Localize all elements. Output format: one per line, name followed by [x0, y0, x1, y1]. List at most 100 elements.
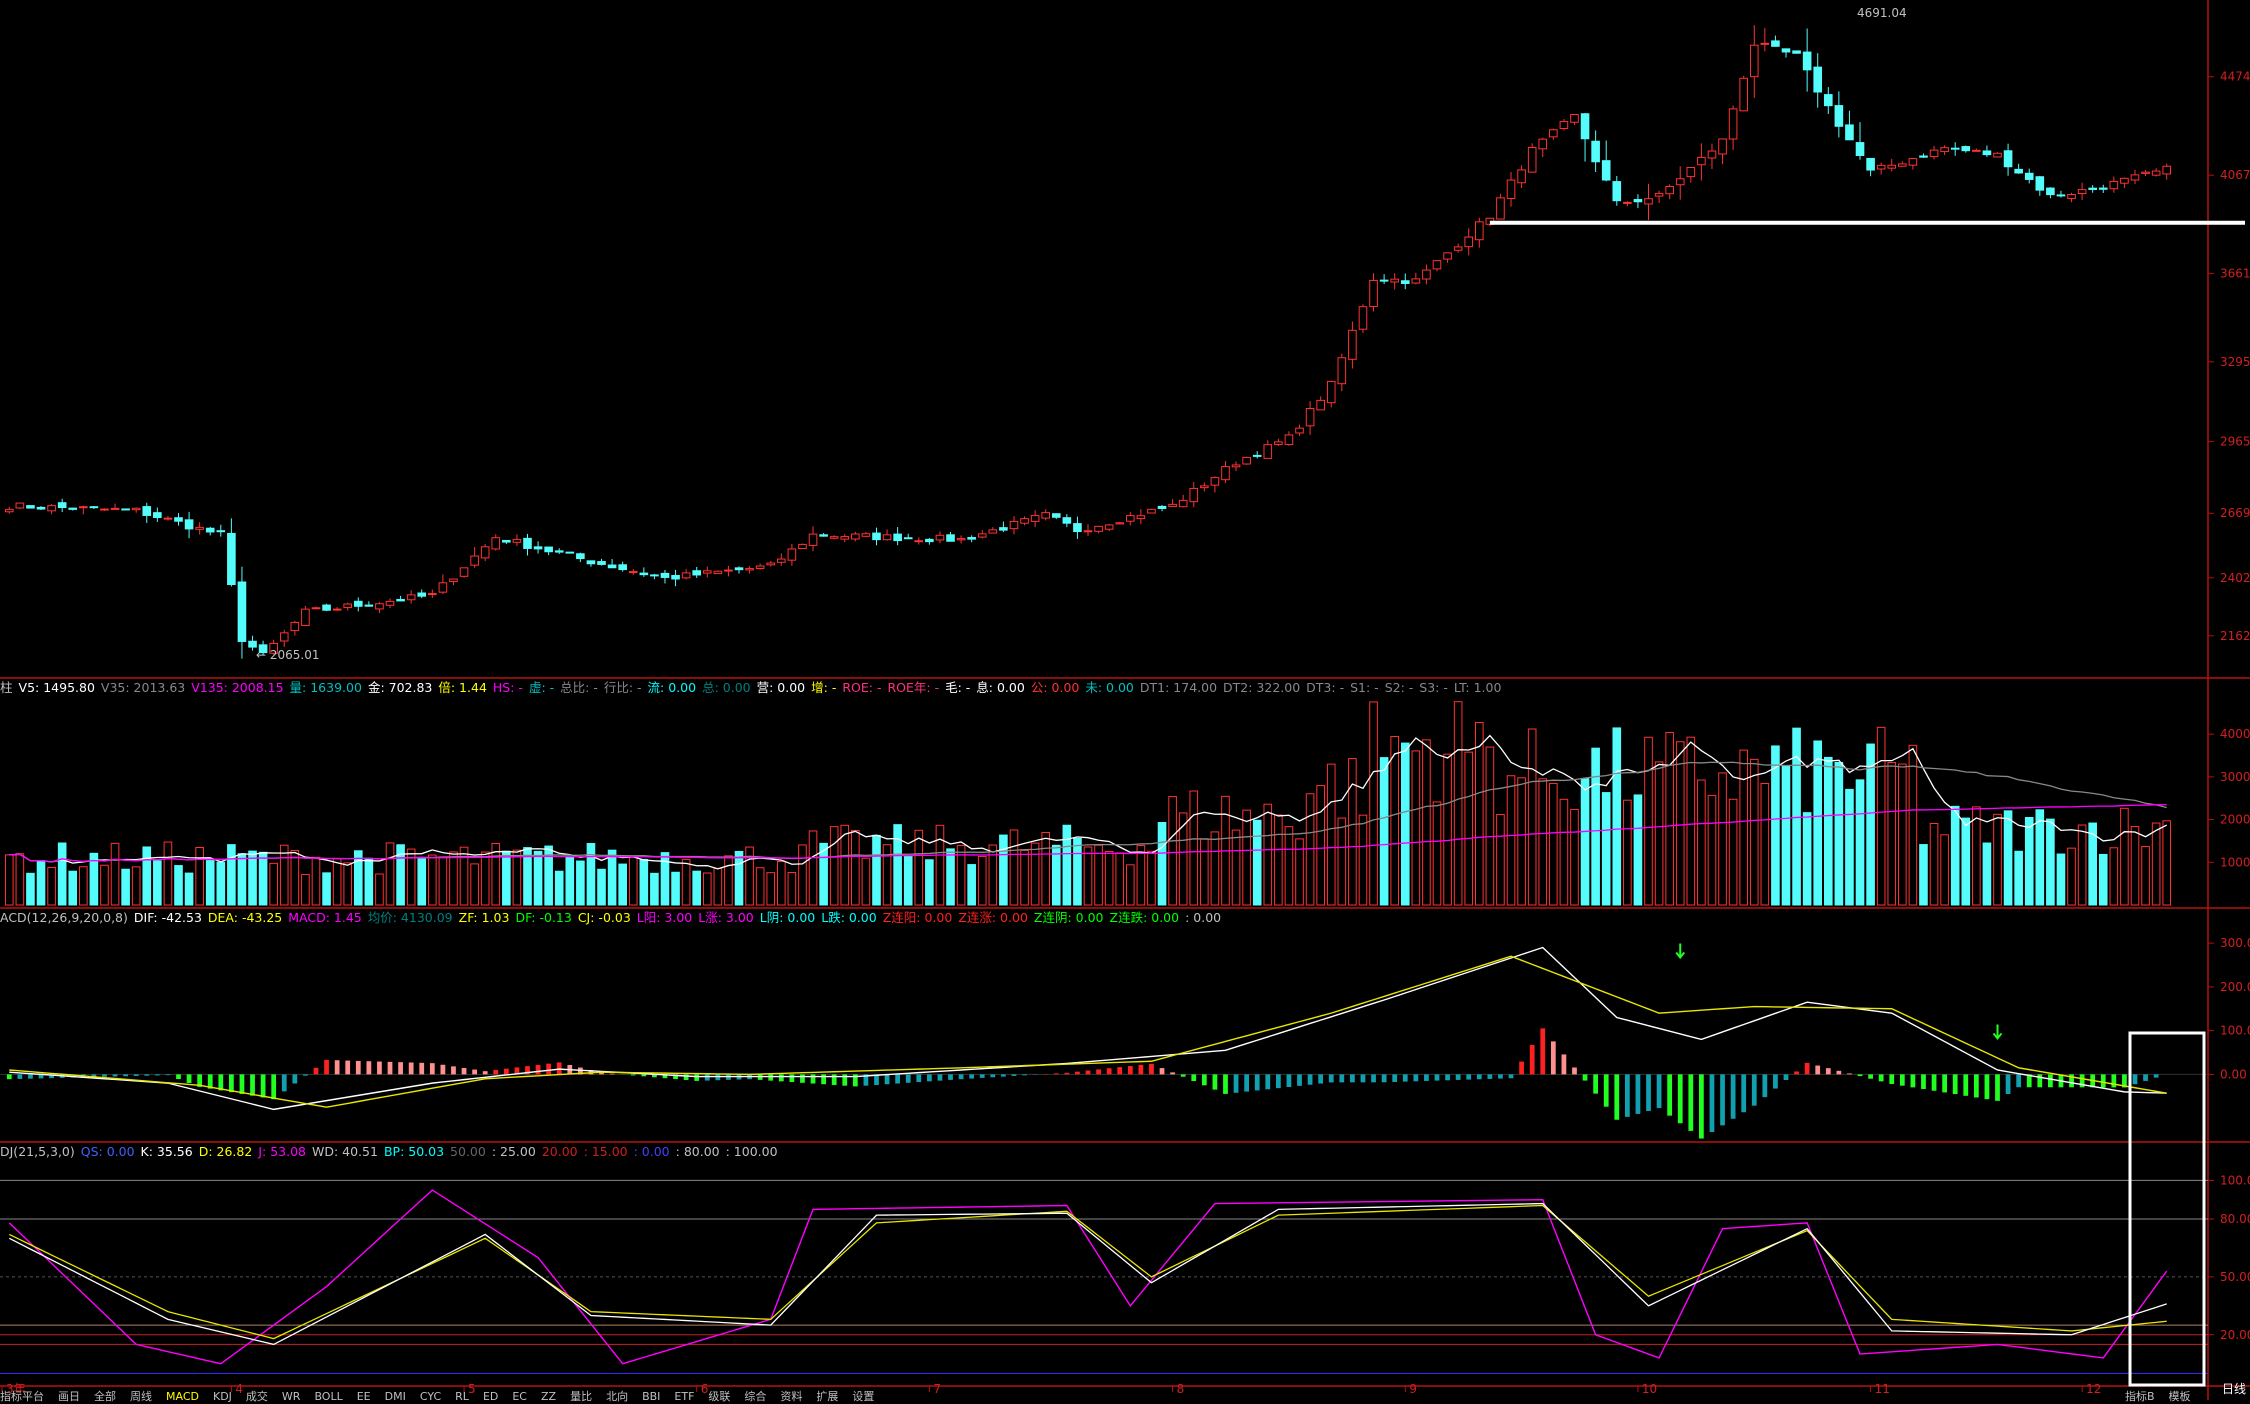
bottom-tab-bar: 指标平台 画日 全部 周线 MACD KDJ 成交 WR BOLL EE DMI CYC RL ED EC Z… [0, 1390, 2250, 1404]
bottom-tab-13[interactable]: ED [482, 1390, 499, 1403]
macd-field-6: DF: -0.13 [515, 910, 572, 925]
volume-bar-down [2003, 810, 2013, 906]
bottom-tab-15[interactable]: ZZ [541, 1390, 557, 1403]
candle-up [2141, 171, 2150, 174]
candle-down [1834, 105, 1844, 127]
month-label: 6 [701, 1382, 709, 1396]
vol-field-17: 毛: - [945, 680, 971, 695]
candle-down [671, 575, 680, 580]
candle-down [639, 572, 649, 576]
macd-field-13: Z连涨: 0.00 [958, 910, 1028, 925]
volume-bar-up [1147, 850, 1156, 906]
volume-bar-up [1506, 775, 1516, 906]
vol-field-9: 总比: - [560, 680, 598, 695]
candle-down [1813, 66, 1823, 93]
candle-up [1316, 399, 1325, 411]
candle-down [1400, 280, 1410, 284]
candle-down [142, 506, 152, 516]
kdj-field-7: 50.00 [450, 1144, 486, 1159]
volume-bar-down [533, 850, 543, 906]
candle-up [1623, 201, 1632, 204]
volume-bar-up [829, 826, 839, 906]
bottom-tab-1[interactable]: 画日 [58, 1390, 80, 1403]
bottom-tab-16[interactable]: 量比 [570, 1390, 593, 1403]
kdj-k-line [8, 1202, 2167, 1346]
bottom-tab-7[interactable]: WR [281, 1390, 301, 1403]
bottom-tab-9[interactable]: EE [356, 1390, 371, 1403]
candle-down [734, 567, 744, 571]
candle-up [1358, 306, 1368, 330]
candle-down [925, 538, 934, 543]
volume-bar-up [988, 844, 998, 906]
bottom-tab-6[interactable]: 成交 [245, 1390, 268, 1403]
bottom-tab-3[interactable]: 周线 [130, 1390, 152, 1403]
volume-bar-down [417, 857, 427, 906]
month-label: 8 [1177, 1382, 1185, 1396]
volume-bar-up [2141, 846, 2150, 906]
bottom-right-tab-1[interactable]: 模板 [2168, 1390, 2191, 1403]
volume-bar-up [2077, 824, 2087, 906]
volume-bar-up [1443, 753, 1452, 906]
bottom-tab-19[interactable]: ETF [674, 1390, 695, 1403]
bottom-tab-14[interactable]: EC [512, 1390, 527, 1403]
volume-bar-up [1496, 814, 1505, 906]
volume-bar-down [576, 860, 585, 906]
bottom-tab-8[interactable]: BOLL [314, 1390, 343, 1403]
candle-down [2014, 168, 2023, 174]
volume-bar-down [1961, 817, 1971, 906]
candle-down [999, 527, 1008, 531]
volume-bar-up [1284, 826, 1294, 906]
bottom-tab-22[interactable]: 资料 [780, 1390, 803, 1403]
bottom-tab-24[interactable]: 设置 [852, 1390, 875, 1403]
candle-up [1993, 152, 2002, 158]
kdj-field-12: : 80.00 [675, 1144, 720, 1159]
bottom-tab-4[interactable]: MACD [166, 1390, 199, 1403]
bottom-tab-12[interactable]: RL [455, 1390, 469, 1403]
bottom-tab-2[interactable]: 全部 [94, 1390, 116, 1403]
volume-bar-up [2130, 825, 2140, 906]
volume-bar-down [2014, 850, 2023, 906]
bottom-tab-23[interactable]: 扩展 [816, 1390, 839, 1403]
bottom-tab-20[interactable]: 级联 [708, 1390, 731, 1403]
volume-bar-down [544, 845, 553, 906]
kdj-field-8: : 25.00 [491, 1144, 536, 1159]
bottom-tab-21[interactable]: 综合 [744, 1390, 767, 1403]
volume-bar-up [681, 858, 691, 906]
volume-bar-up [2067, 847, 2076, 906]
volume-bar-up [1189, 790, 1199, 906]
bottom-tab-10[interactable]: DMI [384, 1390, 406, 1403]
bottom-tab-11[interactable]: CYC [419, 1390, 442, 1403]
volume-bar-down [1252, 819, 1262, 906]
bottom-right-tab-0[interactable]: 指标B [2125, 1390, 2155, 1403]
candle-up [1231, 464, 1241, 468]
kdj-field-0: DJ(21,5,3,0) [0, 1144, 75, 1159]
volume-bar-down [607, 849, 617, 906]
macd-signal-arrow [1675, 943, 1686, 960]
candle-up [1496, 197, 1505, 220]
bottom-tab-0[interactable]: 指标平台 [0, 1390, 44, 1403]
bottom-tab-5[interactable]: KDJ [212, 1390, 232, 1403]
volume-tick-label: 4000 [2220, 727, 2250, 741]
macd-field-9: L涨: 3.00 [698, 910, 754, 925]
kdj-field-6: BP: 50.03 [383, 1144, 445, 1159]
vol-field-12: 总: 0.00 [702, 680, 751, 695]
volume-bar-down [1051, 844, 1061, 906]
volume-bar-up [163, 841, 173, 906]
candle-down [660, 572, 670, 578]
volume-bar-up [1168, 796, 1177, 906]
candle-up [1178, 499, 1188, 508]
candle-up [279, 632, 289, 642]
volume-bar-up [480, 851, 490, 906]
candle-up [480, 546, 490, 559]
candle-up [1305, 408, 1315, 427]
daily-period-label[interactable]: 日线 [2222, 1382, 2247, 1396]
macd-field-10: L阴: 0.00 [759, 910, 816, 925]
candle-up [1200, 485, 1209, 489]
volume-bar-up [787, 871, 797, 906]
macd-field-2: DEA: -43.25 [207, 910, 283, 925]
bottom-tab-17[interactable]: 北向 [606, 1390, 629, 1403]
bottom-tab-18[interactable]: BBI [642, 1390, 661, 1403]
candle-up [1443, 252, 1452, 260]
volume-bar-down [1580, 778, 1590, 906]
